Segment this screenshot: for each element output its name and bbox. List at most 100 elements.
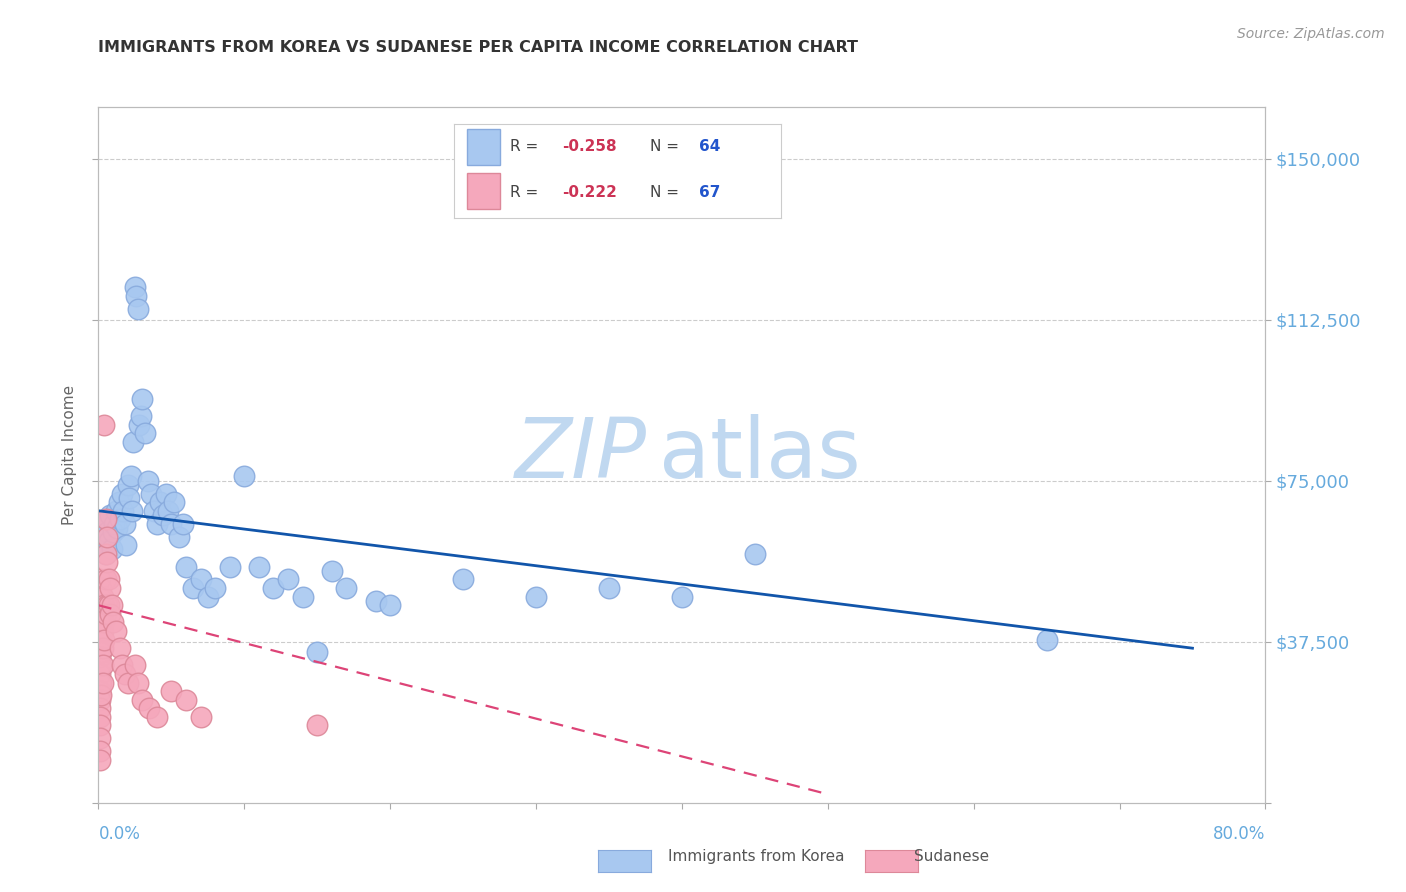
Point [100,599,122,613]
Point [94,547,117,561]
Point [90,607,112,621]
Point [146,516,169,531]
Point [96,525,118,540]
Point [118,491,141,505]
Point [321,564,343,578]
Point [146,710,169,724]
Point [127,301,149,316]
Point [91,641,114,656]
Point [91,624,114,638]
Point [91,590,114,604]
Text: Immigrants from Korea: Immigrants from Korea [668,849,845,863]
Point [90,645,112,659]
Point [262,581,284,595]
Point [120,469,142,483]
Point [90,516,112,531]
Point [89,590,111,604]
Point [307,645,329,659]
Point [101,525,124,540]
Point [89,667,111,681]
Point [598,581,620,595]
Point [90,581,112,595]
Point [307,718,329,732]
Point [89,718,111,732]
Point [89,649,111,664]
Point [134,426,156,441]
Point [96,555,118,569]
Point [127,675,149,690]
Point [204,581,226,595]
Point [96,599,118,613]
Point [90,658,112,673]
Point [97,573,120,587]
Point [364,594,387,608]
Point [104,504,127,518]
Point [89,641,111,656]
Point [111,658,134,673]
Point [129,409,152,424]
Y-axis label: Per Capita Income: Per Capita Income [62,384,77,525]
Point [149,495,172,509]
Point [91,607,114,621]
Point [233,469,256,483]
Point [181,581,204,595]
Point [93,632,115,647]
Point [114,516,136,531]
Point [142,504,165,518]
Point [174,559,197,574]
Point [93,599,115,613]
Point [152,508,174,522]
Point [122,435,145,450]
Point [112,504,135,518]
Point [89,658,111,673]
Point [139,486,162,500]
Point [291,590,314,604]
Point [89,615,111,630]
Point [380,599,402,613]
Point [131,692,153,706]
Point [277,573,299,587]
Point [114,667,136,681]
Point [744,547,766,561]
Point [157,504,180,518]
Point [197,590,219,604]
Point [98,607,121,621]
Point [89,753,111,767]
Point [96,529,118,543]
Point [124,658,146,673]
Point [91,675,114,690]
Point [110,641,132,656]
Point [117,478,139,492]
Point [90,615,112,630]
Point [1035,632,1057,647]
Text: Sudanese: Sudanese [914,849,988,863]
Point [90,624,112,638]
Point [131,392,153,406]
Point [115,538,138,552]
Point [124,280,146,294]
Point [101,615,124,630]
Point [89,710,111,724]
Point [94,573,117,587]
Point [160,684,183,698]
Point [117,675,139,690]
Point [247,559,270,574]
Point [335,581,357,595]
Point [136,474,159,488]
Point [89,632,111,647]
Text: Source: ZipAtlas.com: Source: ZipAtlas.com [1237,27,1385,41]
Point [167,529,190,543]
Point [89,607,111,621]
Point [138,701,160,715]
Point [91,658,114,673]
Point [98,581,121,595]
Point [89,701,111,715]
Point [125,289,148,303]
Text: 80.0%: 80.0% [1213,825,1265,843]
Point [451,573,474,587]
Point [93,417,115,432]
Point [90,599,112,613]
Point [172,516,194,531]
Point [97,599,120,613]
Point [89,624,111,638]
